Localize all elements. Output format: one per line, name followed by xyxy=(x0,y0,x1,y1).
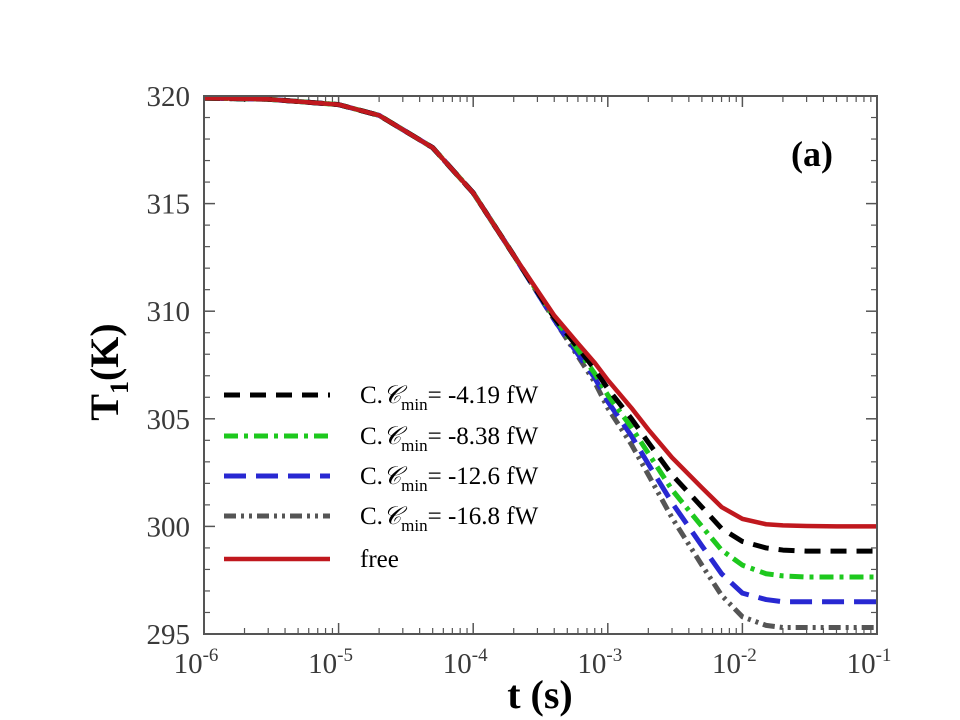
y-tick-label: 310 xyxy=(147,296,191,328)
x-tick-label: 10-6 xyxy=(174,645,219,680)
x-axis-label: t (s) xyxy=(507,672,573,717)
legend: C.𝒞min= -4.19 fW C.𝒞min= -8.38 fW C.𝒞min= … xyxy=(224,382,539,573)
x-tick-label: 10-5 xyxy=(308,645,353,680)
chart-series xyxy=(204,95,877,631)
x-tick-label: 10-1 xyxy=(847,645,892,680)
y-tick-label: 300 xyxy=(147,511,191,543)
x-tick-label: 10-2 xyxy=(712,645,757,680)
x-tick-label: 10-3 xyxy=(577,645,622,680)
legend-label: C.𝒞min= -16.8 fW xyxy=(360,503,539,535)
series-line-dashdotdot xyxy=(204,95,877,631)
legend-label: C.𝒞min= -4.19 fW xyxy=(360,382,539,414)
series-line-dashdot xyxy=(204,95,877,580)
y-tick-label: 315 xyxy=(147,189,191,221)
y-tick-label: 305 xyxy=(147,404,191,436)
legend-label: free xyxy=(360,546,399,573)
x-tick-label: 10-4 xyxy=(443,645,488,680)
series-line-dash xyxy=(204,95,877,554)
y-tick-label: 320 xyxy=(147,81,191,113)
plot-frame xyxy=(203,95,878,635)
panel-label: (a) xyxy=(791,134,833,174)
series-line-solid xyxy=(204,95,877,529)
y-axis-label: T1(K) xyxy=(82,323,134,420)
chart-labels: 10-6 10-5 10-4 10-3 10-2 10-1 295 300 305 310 315 3… xyxy=(82,81,891,717)
y-tick-label: 295 xyxy=(147,619,191,651)
legend-label: C.𝒞min= -12.6 fW xyxy=(360,463,539,495)
legend-label: C.𝒞min= -8.38 fW xyxy=(360,423,539,455)
chart-ticks xyxy=(203,95,878,635)
